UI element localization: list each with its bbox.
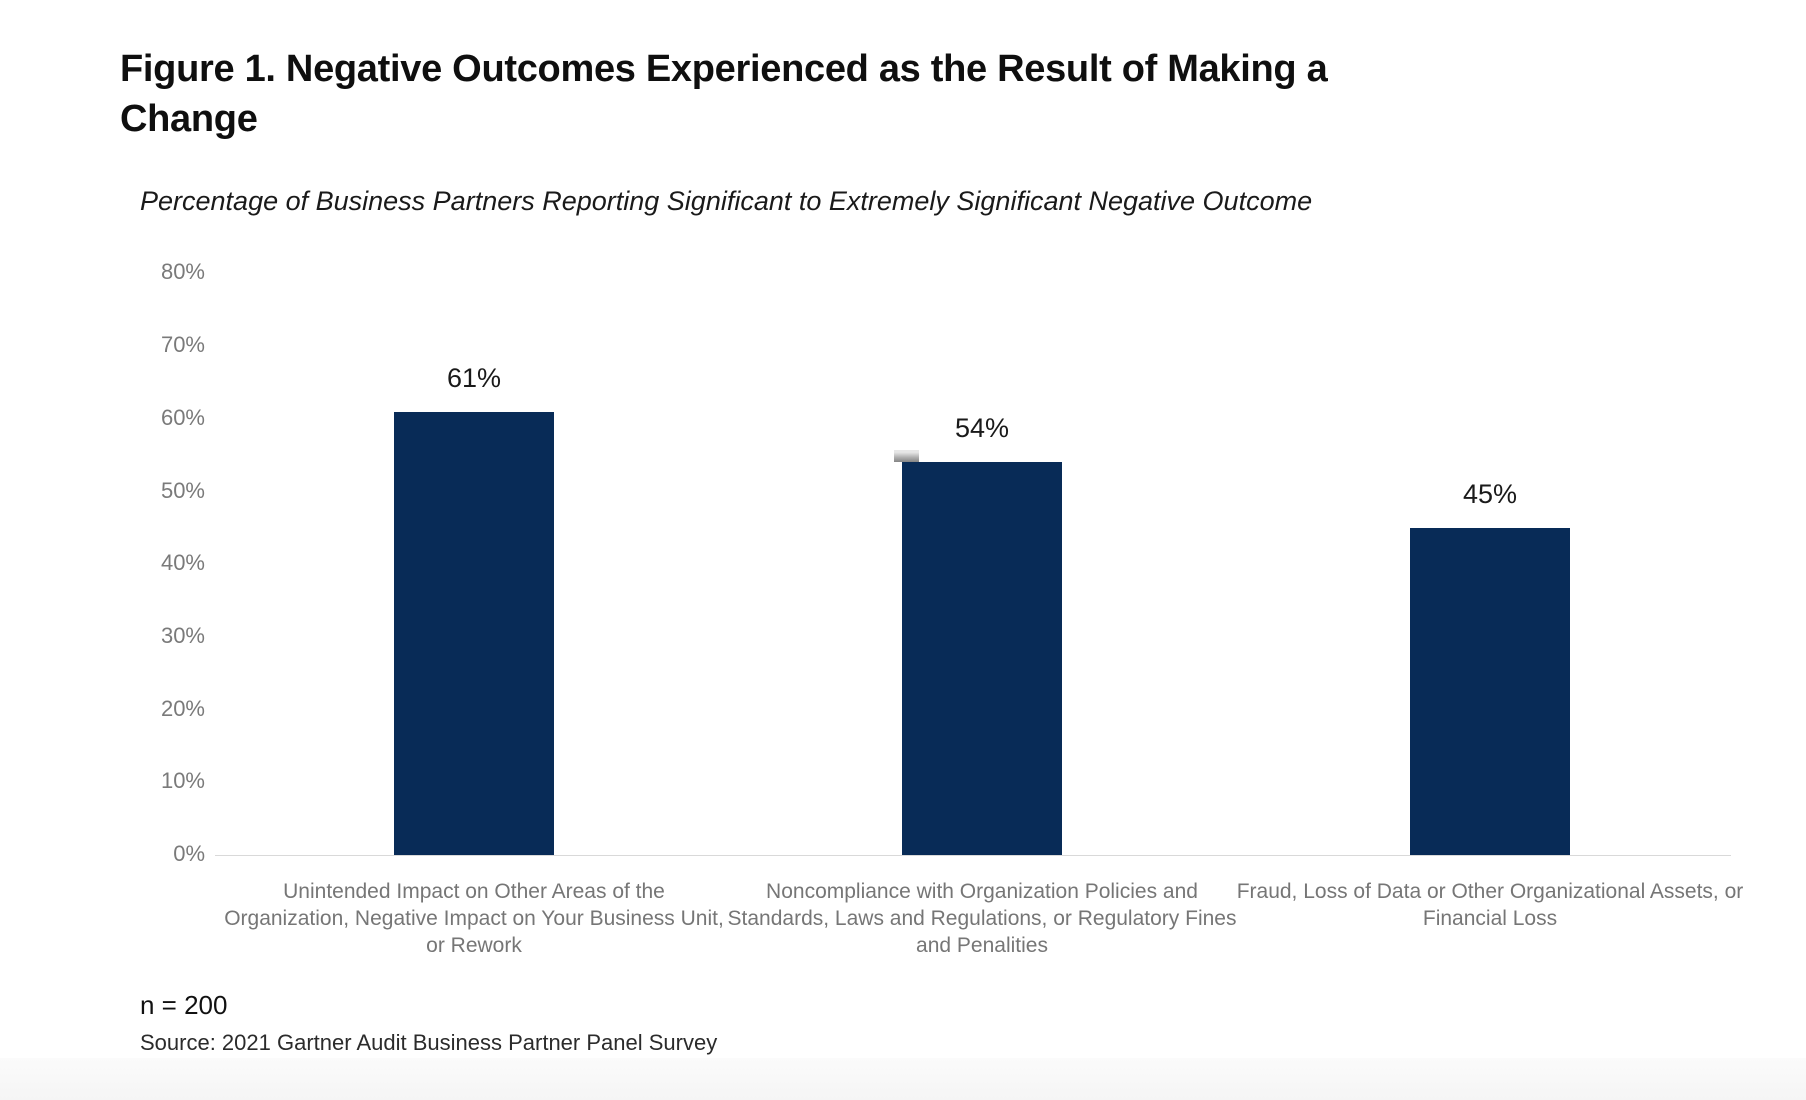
- bar-value-label: 45%: [1462, 478, 1518, 509]
- category-label: Noncompliance with Organization Policies…: [727, 880, 1237, 957]
- category-label: Unintended Impact on Other Areas of the …: [224, 880, 724, 957]
- y-axis-tick-label: 80%: [160, 259, 205, 285]
- footer-band: [0, 1058, 1806, 1100]
- x-axis-line: [215, 855, 1731, 856]
- figure-title-line2: Change: [120, 98, 258, 140]
- y-axis-tick-label: 10%: [160, 768, 205, 794]
- cursor-artifact: [894, 450, 919, 462]
- y-axis-tick-label: 30%: [160, 622, 205, 648]
- bar: [902, 462, 1062, 855]
- y-axis-tick-label: 70%: [160, 332, 205, 358]
- y-axis-tick-label: 20%: [160, 695, 205, 721]
- y-axis-tick-label: 0%: [173, 841, 205, 866]
- source-label: Source: 2021 Gartner Audit Business Part…: [140, 1030, 718, 1055]
- bar-value-label: 61%: [446, 362, 502, 393]
- y-axis-tick-label: 40%: [160, 550, 205, 576]
- n-count-label: n = 200: [140, 990, 228, 1020]
- y-axis-tick-label: 60%: [160, 404, 205, 430]
- category-label: Fraud, Loss of Data or Other Organizatio…: [1236, 880, 1744, 930]
- figure-title-line1: Figure 1. Negative Outcomes Experienced …: [120, 48, 1328, 90]
- chart-subtitle: Percentage of Business Partners Reportin…: [140, 186, 1313, 216]
- bar: [394, 411, 554, 855]
- y-axis-tick-label: 50%: [160, 477, 205, 503]
- figure-title: Figure 1. Negative Outcomes Experienced …: [120, 44, 1520, 144]
- bar-value-label: 54%: [954, 413, 1010, 444]
- bar: [1410, 527, 1570, 855]
